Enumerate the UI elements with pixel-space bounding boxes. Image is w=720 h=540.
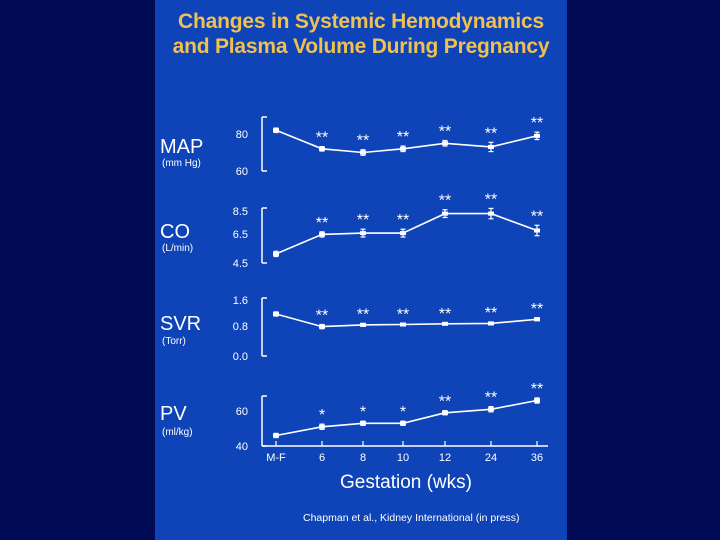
slide-title-line-2: and Plasma Volume During Pregnancy bbox=[172, 35, 550, 58]
pv-significance-marker: * bbox=[319, 407, 325, 424]
pv-data-point bbox=[360, 421, 366, 426]
svr-significance-marker: ** bbox=[531, 301, 543, 318]
map-y-tick-label: 60 bbox=[236, 166, 248, 178]
co-significance-marker: ** bbox=[316, 215, 328, 232]
co-significance-marker: ** bbox=[397, 212, 409, 229]
map-significance-marker: ** bbox=[316, 130, 328, 147]
x-tick-label: 36 bbox=[531, 452, 543, 464]
co-data-point bbox=[273, 251, 279, 256]
co-significance-marker: ** bbox=[485, 191, 497, 208]
map-label: MAP bbox=[160, 136, 203, 158]
map-significance-marker: ** bbox=[531, 115, 543, 132]
pv-y-tick-label: 40 bbox=[236, 441, 248, 453]
pv-data-point bbox=[400, 421, 406, 426]
svr-data-point bbox=[534, 317, 540, 322]
co-data-point bbox=[534, 228, 540, 233]
map-data-point bbox=[400, 146, 406, 151]
pv-significance-marker: * bbox=[360, 404, 366, 421]
pv-y-tick-label: 60 bbox=[236, 406, 248, 418]
co-data-point bbox=[488, 211, 494, 216]
pv-unit: (ml/kg) bbox=[162, 427, 193, 438]
map-significance-marker: ** bbox=[357, 133, 369, 150]
svr-data-point bbox=[273, 312, 279, 316]
map-significance-marker: ** bbox=[439, 123, 451, 140]
slide-panel: Changes in Systemic Hemodynamics and Pla… bbox=[155, 0, 567, 540]
pv-significance-marker: ** bbox=[439, 394, 451, 411]
map-data-point bbox=[319, 146, 325, 151]
co-data-point bbox=[400, 231, 406, 236]
co-significance-marker: ** bbox=[531, 208, 543, 225]
map-data-point bbox=[273, 128, 279, 133]
co-data-point bbox=[360, 231, 366, 236]
svr-y-tick-label: 0.8 bbox=[233, 321, 248, 333]
map-data-point bbox=[534, 133, 540, 138]
co-y-tick-label: 6.5 bbox=[233, 229, 248, 241]
co-y-tick-label: 4.5 bbox=[233, 258, 248, 270]
pv-significance-marker: ** bbox=[531, 381, 543, 398]
map-significance-marker: ** bbox=[397, 129, 409, 146]
map-data-point bbox=[442, 141, 448, 146]
slide-title-line-1: Changes in Systemic Hemodynamics bbox=[178, 10, 544, 33]
co-data-point bbox=[319, 232, 325, 237]
svr-data-point bbox=[319, 324, 325, 329]
pv-label: PV bbox=[160, 403, 187, 425]
pv-data-point bbox=[442, 410, 448, 415]
co-unit: (L/min) bbox=[162, 243, 193, 254]
svr-significance-marker: ** bbox=[357, 306, 369, 323]
svr-significance-marker: ** bbox=[485, 305, 497, 322]
pv-significance-marker: ** bbox=[485, 390, 497, 407]
x-axis-title: Gestation (wks) bbox=[340, 472, 472, 493]
x-tick-label: 6 bbox=[319, 452, 325, 464]
svr-significance-marker: ** bbox=[397, 306, 409, 323]
x-tick-label: 24 bbox=[485, 452, 497, 464]
svr-unit: (Torr) bbox=[162, 336, 186, 347]
svr-label: SVR bbox=[160, 313, 201, 335]
x-tick-label: 12 bbox=[439, 452, 451, 464]
co-y-tick-label: 8.5 bbox=[233, 206, 248, 218]
citation: Chapman et al., Kidney International (in… bbox=[303, 512, 520, 524]
pv-data-point bbox=[273, 433, 279, 438]
svr-y-tick-label: 1.6 bbox=[233, 295, 248, 307]
co-significance-marker: ** bbox=[439, 193, 451, 210]
pv-series-line bbox=[275, 399, 538, 437]
svr-data-point bbox=[400, 322, 406, 327]
pv-data-point bbox=[488, 407, 494, 412]
co-data-point bbox=[442, 211, 448, 216]
co-significance-marker: ** bbox=[357, 212, 369, 229]
map-significance-marker: ** bbox=[485, 125, 497, 142]
x-tick-label: 8 bbox=[360, 452, 366, 464]
co-label: CO bbox=[160, 221, 190, 243]
map-y-tick-label: 80 bbox=[236, 129, 248, 141]
map-data-point bbox=[360, 150, 366, 155]
map-unit: (mm Hg) bbox=[162, 158, 201, 169]
svr-significance-marker: ** bbox=[316, 308, 328, 325]
pv-data-point bbox=[319, 424, 325, 429]
svr-data-point bbox=[442, 321, 448, 326]
svr-data-point bbox=[488, 321, 494, 326]
x-tick-label: 10 bbox=[397, 452, 409, 464]
pv-significance-marker: * bbox=[400, 404, 406, 421]
map-data-point bbox=[488, 144, 494, 149]
svr-significance-marker: ** bbox=[439, 306, 451, 323]
svr-data-point bbox=[360, 322, 366, 327]
x-tick-label: M-F bbox=[266, 452, 286, 464]
svr-y-tick-label: 0.0 bbox=[233, 351, 248, 363]
pv-data-point bbox=[534, 398, 540, 403]
